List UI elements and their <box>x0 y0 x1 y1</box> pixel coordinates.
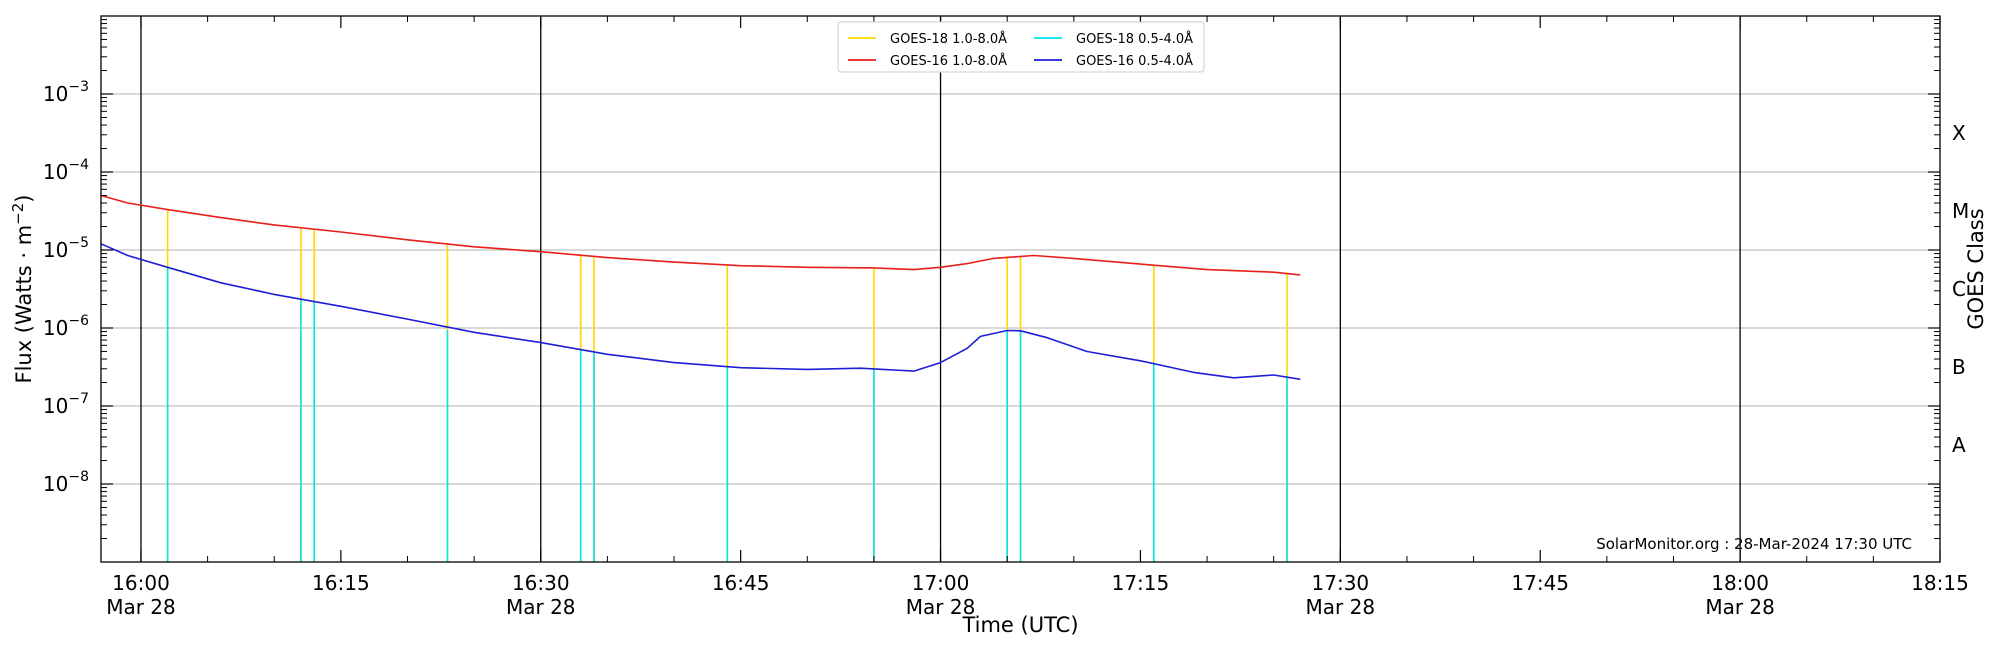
x-tick-date-label: Mar 28 <box>1705 595 1775 619</box>
goes-class-label: X <box>1952 121 1966 145</box>
x-tick-label: 17:00 <box>912 571 970 595</box>
legend-entry: GOES-18 0.5-4.0Å <box>1076 31 1193 47</box>
x-tick-date-label: Mar 28 <box>506 595 576 619</box>
y-tick-label: 10−8 <box>43 469 89 496</box>
x-tick-date-label: Mar 28 <box>906 595 976 619</box>
goes-class-label: M <box>1952 199 1969 223</box>
x-tick-label: 16:45 <box>712 571 770 595</box>
y-tick-label: 10−4 <box>43 157 89 184</box>
plot-frame <box>100 15 1941 563</box>
x-tick-label: 17:45 <box>1511 571 1569 595</box>
legend-entry: GOES-16 0.5-4.0Å <box>1076 53 1193 69</box>
y-tick-label: 10−6 <box>43 313 89 340</box>
y-axis-label: Flux (Watts · m−2) <box>9 194 36 383</box>
goes-class-label: A <box>1952 433 1966 457</box>
x-tick-label: 18:00 <box>1711 571 1769 595</box>
series-line <box>100 194 1301 276</box>
x-tick-date-label: Mar 28 <box>106 595 176 619</box>
x-tick-label: 17:15 <box>1112 571 1170 595</box>
x-tick-label: 16:15 <box>312 571 370 595</box>
legend: GOES-18 1.0-8.0Å GOES-18 0.5-4.0Å GOES-16 … <box>837 21 1205 73</box>
legend-entry: GOES-16 1.0-8.0Å <box>890 53 1007 69</box>
goes-class-label: B <box>1952 355 1966 379</box>
x-tick-label: 16:30 <box>512 571 570 595</box>
y-tick-label: 10−3 <box>43 79 89 106</box>
x-axis-label: Time (UTC) <box>961 613 1078 637</box>
y-tick-label: 10−5 <box>43 235 89 262</box>
goes-class-label: C <box>1952 277 1966 301</box>
legend-entry: GOES-18 1.0-8.0Å <box>890 31 1007 47</box>
axis-ticks <box>101 16 1941 562</box>
x-tick-date-label: Mar 28 <box>1306 595 1376 619</box>
credit-text: SolarMonitor.org : 28-Mar-2024 17:30 UTC <box>1596 535 1912 553</box>
series-line <box>100 243 1301 381</box>
day-lines <box>140 16 1741 562</box>
x-tick-label: 16:00 <box>112 571 170 595</box>
x-tick-label: 18:15 <box>1911 571 1969 595</box>
goes-class-axis-label: GOES Class <box>1964 208 1988 329</box>
series-layer <box>100 194 1301 562</box>
x-tick-label: 17:30 <box>1312 571 1370 595</box>
y-tick-label: 10−7 <box>43 391 89 418</box>
legend-box <box>837 21 1205 73</box>
